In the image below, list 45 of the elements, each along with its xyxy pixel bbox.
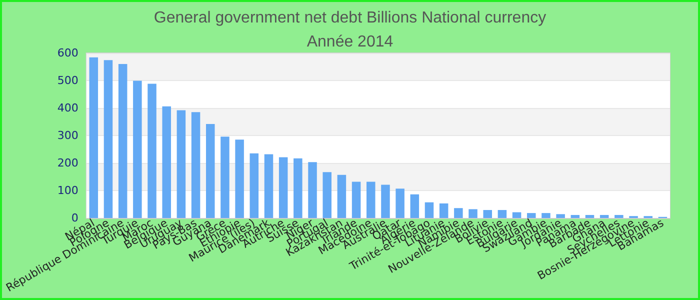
bar <box>512 212 522 218</box>
y-tick-label: 400 <box>57 102 78 114</box>
y-tick-label: 600 <box>57 46 78 60</box>
bar <box>366 182 376 218</box>
bar <box>556 214 565 218</box>
bar <box>294 158 302 218</box>
bar <box>483 210 492 218</box>
bar <box>162 106 171 218</box>
chart-title: General government net debt Billions National currency <box>154 10 546 26</box>
bar <box>322 172 332 218</box>
bar <box>89 57 98 218</box>
bar <box>250 153 259 218</box>
bar <box>235 140 244 218</box>
bar <box>206 124 215 218</box>
bar <box>191 112 200 218</box>
bar <box>278 157 288 218</box>
bar <box>264 154 274 218</box>
bar <box>527 213 536 218</box>
bar <box>133 80 142 218</box>
bar <box>308 162 317 218</box>
bar <box>176 110 186 218</box>
bar <box>498 210 507 218</box>
bar <box>424 202 434 218</box>
bar <box>148 84 156 218</box>
bar <box>570 214 580 218</box>
bar <box>352 182 361 218</box>
bar <box>337 174 346 218</box>
bar <box>454 208 463 218</box>
bar <box>118 64 128 218</box>
bar <box>410 194 420 218</box>
chart-subtitle: Année 2014 <box>306 34 394 50</box>
bar <box>585 214 594 218</box>
y-tick-label: 300 <box>57 129 78 142</box>
bar <box>468 209 478 218</box>
bar <box>600 214 609 218</box>
bar <box>381 184 390 218</box>
bar <box>614 214 624 218</box>
y-tick-label: 200 <box>57 156 78 170</box>
bar <box>220 136 230 218</box>
y-tick-label: 500 <box>57 74 78 87</box>
bar <box>396 188 404 218</box>
bar <box>104 60 113 218</box>
y-tick-label: 100 <box>57 184 78 197</box>
bar <box>542 213 550 218</box>
bar <box>439 203 448 218</box>
